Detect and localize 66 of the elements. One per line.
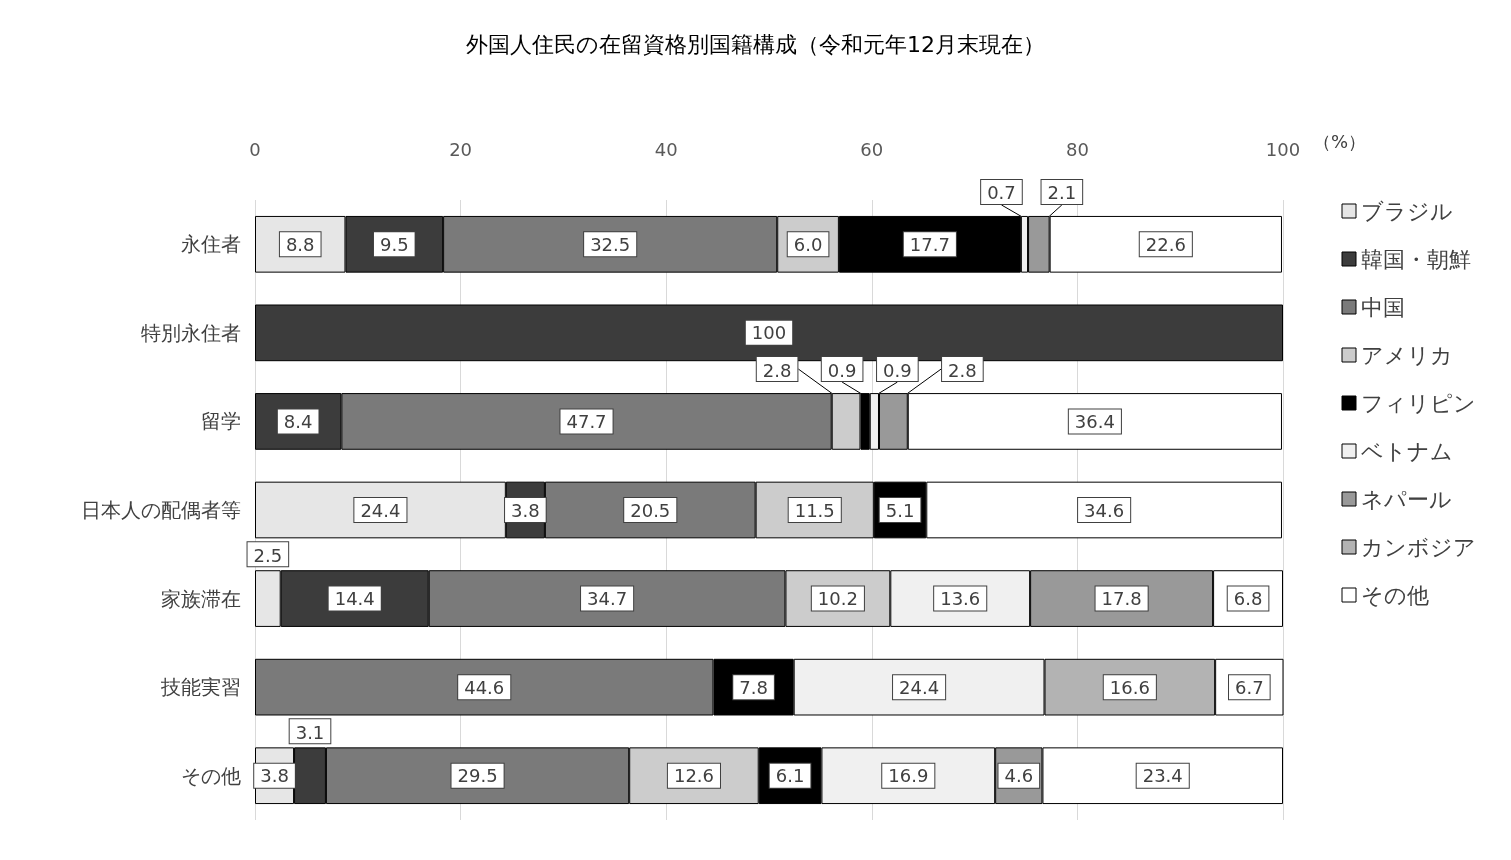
data-label: 0.9 [827, 359, 857, 381]
data-label: 2.8 [948, 359, 977, 381]
legend-label: カンボジア [1361, 534, 1476, 560]
data-label: 0.9 [883, 359, 912, 381]
data-label: 14.4 [334, 588, 375, 610]
y-tick-label: 留学 [201, 409, 241, 434]
data-label: 6.7 [1235, 676, 1264, 698]
data-label: 23.4 [1142, 765, 1183, 787]
data-label: 11.5 [794, 499, 835, 521]
data-label: 44.6 [464, 676, 505, 698]
data-label: 34.7 [587, 588, 628, 610]
legend-label: ベトナム [1361, 438, 1453, 464]
legend-label: その他 [1361, 582, 1429, 608]
x-tick-label: 20 [449, 138, 473, 160]
data-label: 4.6 [1004, 765, 1034, 787]
data-label: 22.6 [1145, 233, 1186, 255]
data-label: 2.8 [762, 359, 792, 381]
data-label: 3.1 [295, 721, 325, 743]
data-label: 47.7 [566, 410, 607, 432]
legend-label: 韓国・朝鮮 [1361, 246, 1471, 272]
x-tick-label: 40 [654, 138, 678, 160]
y-tick-label: 特別永住者 [141, 320, 241, 345]
y-tick-label: 日本人の配偶者等 [81, 498, 241, 522]
legend-label: アメリカ [1361, 342, 1453, 368]
data-label: 0.7 [987, 182, 1016, 204]
data-label: 17.8 [1101, 588, 1142, 610]
data-label: 24.4 [360, 499, 401, 521]
data-label: 7.8 [739, 676, 768, 698]
data-label: 9.5 [379, 233, 409, 255]
data-label: 8.8 [285, 233, 315, 255]
chart-title: 外国人住民の在留資格別国籍構成（令和元年12月末現在） [466, 31, 1045, 57]
data-label: 17.7 [909, 233, 950, 255]
x-tick-label: 60 [860, 138, 884, 160]
data-label: 5.1 [885, 499, 915, 521]
data-label: 3.8 [511, 499, 540, 521]
data-label: 13.6 [940, 588, 981, 610]
y-tick-label: 技能実習 [160, 675, 241, 700]
data-label: 100 [751, 322, 787, 344]
legend-label: 中国 [1361, 294, 1405, 320]
data-label: 8.4 [283, 410, 313, 432]
data-label: 36.4 [1074, 410, 1115, 432]
legend-label: ブラジル [1361, 198, 1453, 224]
data-label: 29.5 [457, 765, 498, 787]
data-label: 3.8 [260, 765, 289, 787]
x-tick-label: 100 [1265, 138, 1301, 160]
data-label: 2.5 [253, 544, 283, 566]
data-label: 6.8 [1233, 588, 1263, 610]
data-label: 2.1 [1047, 182, 1077, 204]
data-label: 24.4 [899, 676, 940, 698]
x-tick-label: 0 [249, 138, 261, 160]
data-label: 20.5 [630, 499, 671, 521]
data-label: 6.0 [793, 233, 823, 255]
data-label: 32.5 [590, 233, 631, 255]
data-label: 12.6 [673, 765, 714, 787]
y-tick-label: 家族滞在 [161, 586, 241, 611]
legend-label: ネパール [1361, 486, 1452, 512]
x-axis-title: （%） [1313, 130, 1367, 152]
data-label: 34.6 [1084, 499, 1125, 521]
x-tick-label: 80 [1065, 138, 1089, 160]
data-label: 6.1 [775, 765, 805, 787]
data-label: 10.2 [817, 588, 858, 610]
y-tick-label: その他 [181, 763, 241, 788]
data-label: 16.9 [888, 765, 929, 787]
legend-label: フィリピン [1361, 390, 1476, 416]
data-label: 16.6 [1109, 676, 1150, 698]
y-tick-label: 永住者 [181, 232, 241, 257]
